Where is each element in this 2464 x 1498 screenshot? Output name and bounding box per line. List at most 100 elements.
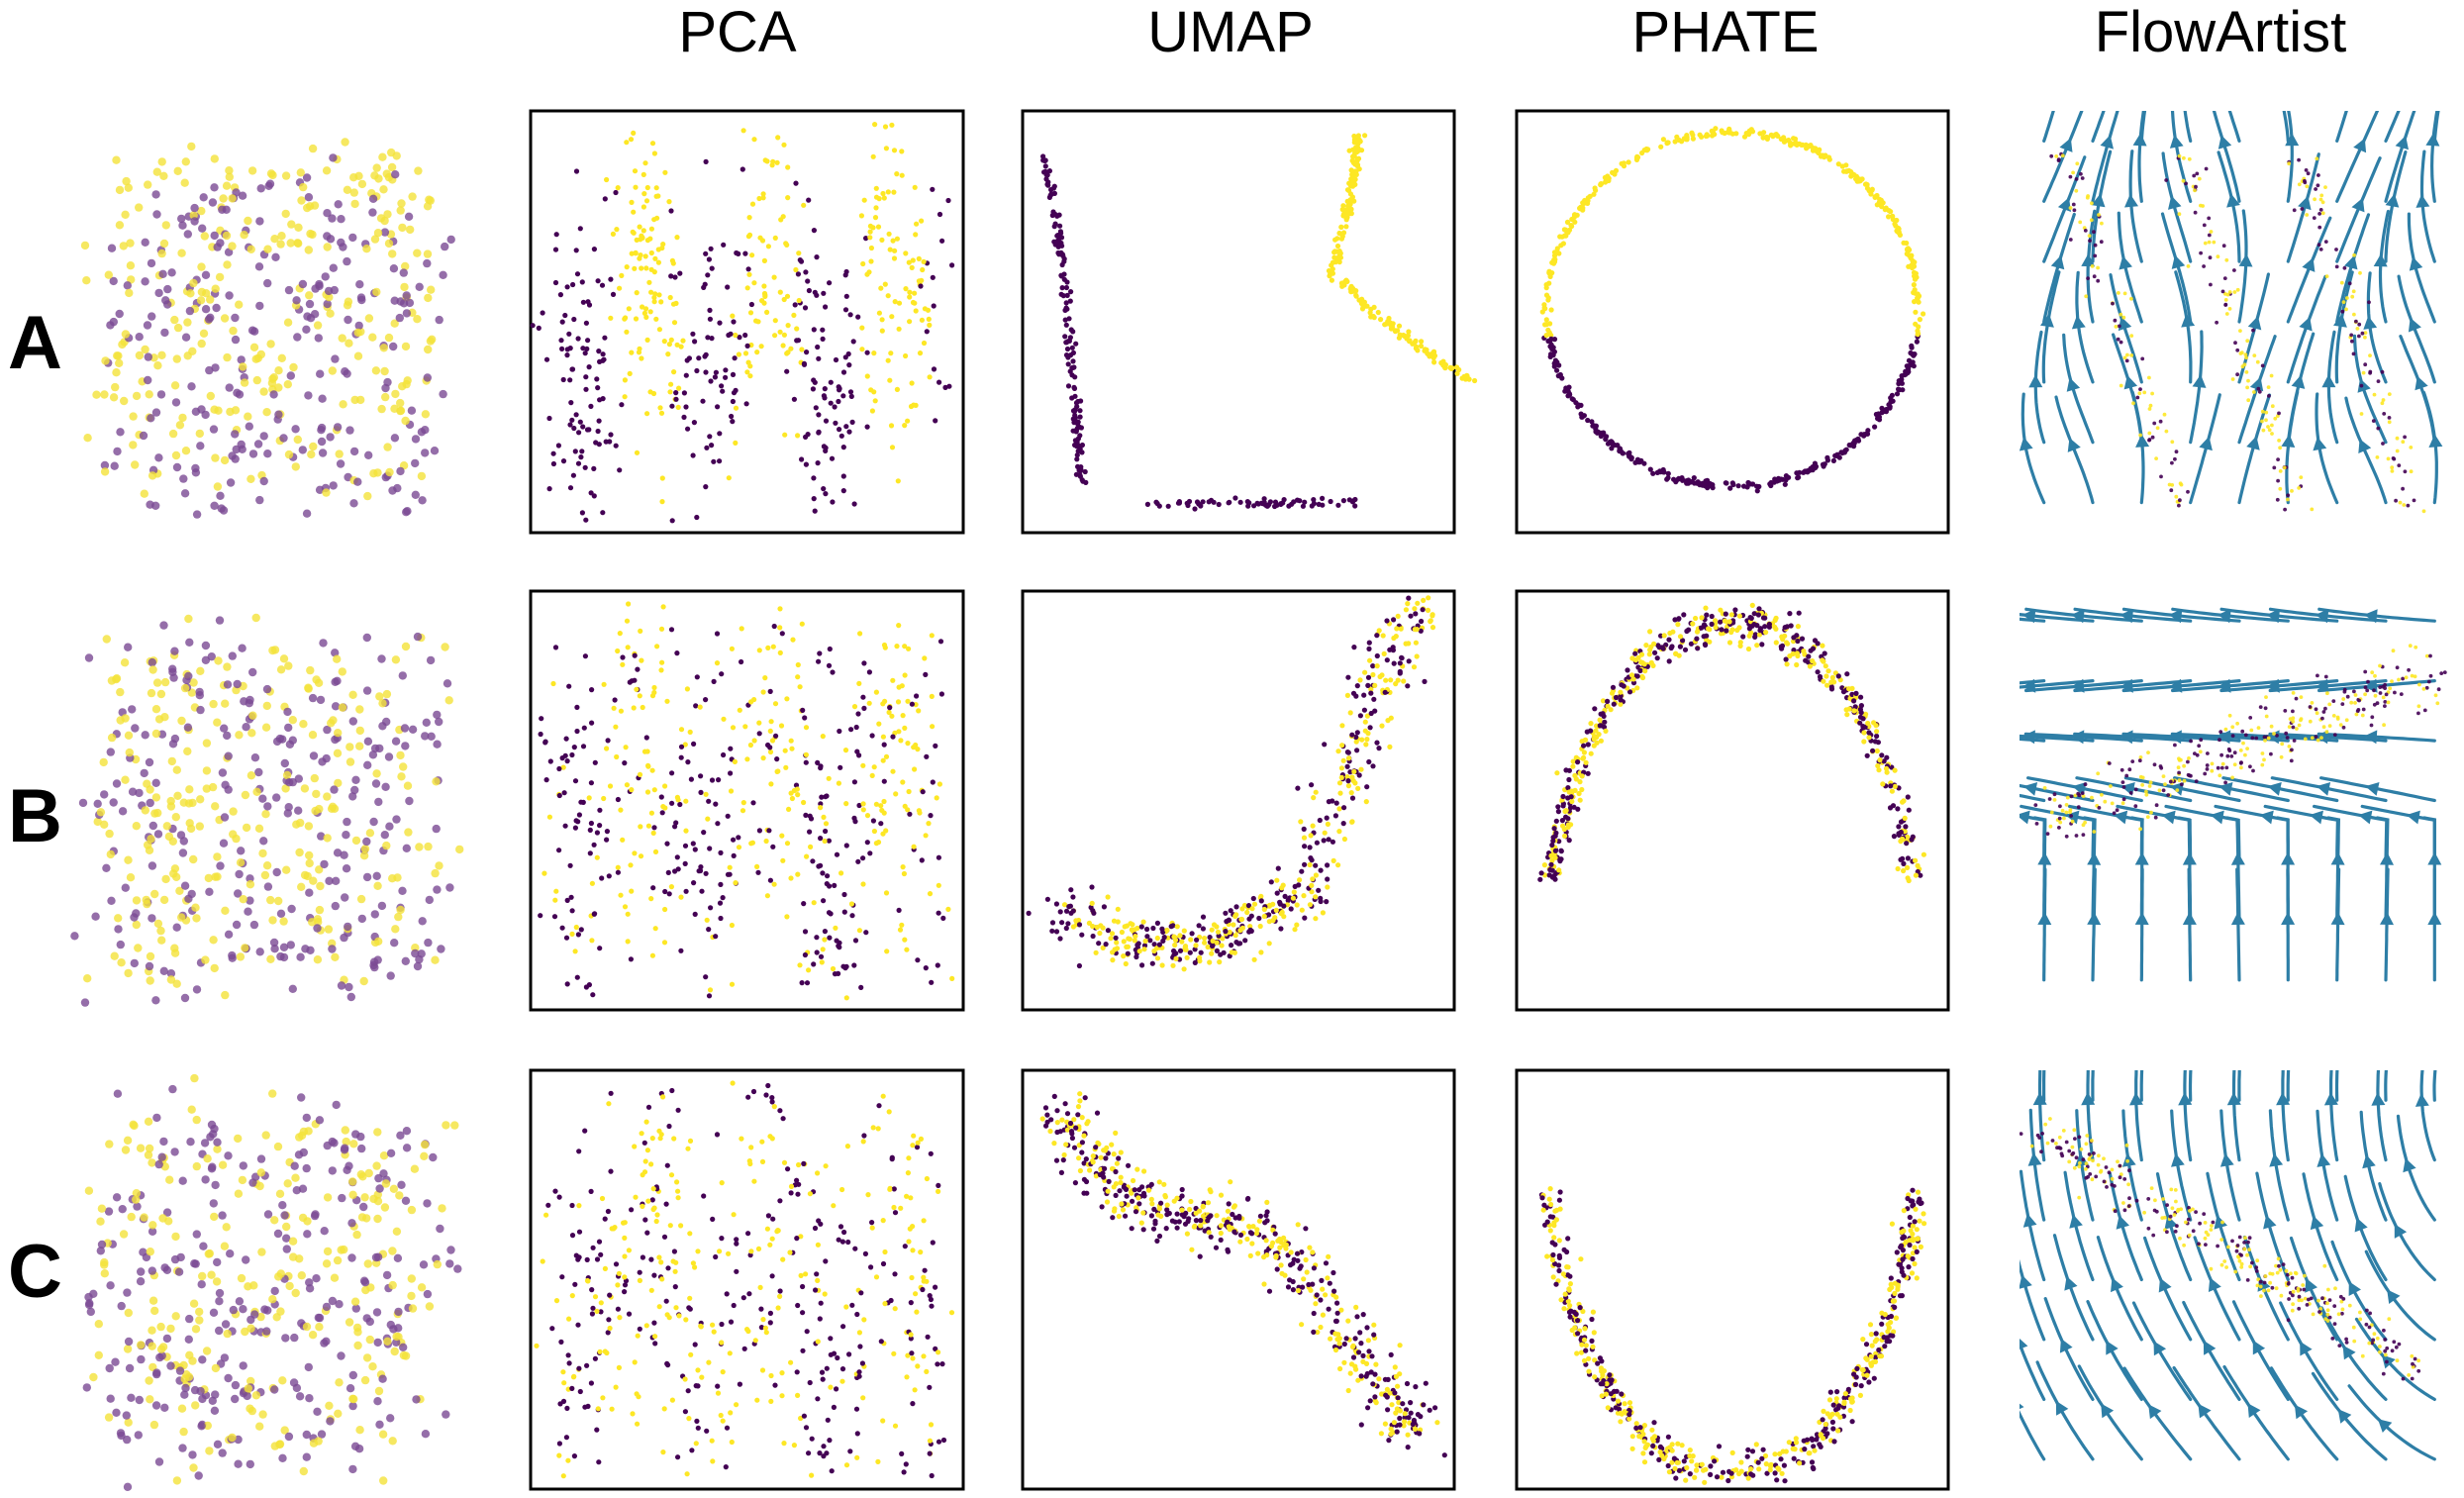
point-class-0 [743,401,749,407]
point-class-1 [872,398,878,404]
point-class-0 [1619,682,1625,688]
point-class-1 [282,865,291,874]
point-class-1 [2085,195,2090,200]
point-class-0 [1795,475,1801,481]
point-class-1 [335,449,344,458]
point-class-1 [2109,784,2113,788]
point-class-1 [371,366,381,375]
point-class-1 [359,851,369,860]
point-class-1 [1177,933,1183,939]
point-class-1 [2232,290,2237,294]
streamline-arrow [2425,133,2440,147]
point-class-0 [643,735,649,741]
point-class-0 [930,274,936,280]
point-class-0 [604,837,610,843]
point-class-0 [1794,470,1800,476]
point-class-0 [2088,239,2092,244]
point-class-0 [2159,474,2163,479]
point-class-0 [2314,735,2318,740]
point-class-1 [1580,207,1586,213]
streamline [2091,111,2119,203]
point-class-1 [648,250,654,256]
point-class-0 [681,414,687,420]
point-class-1 [1310,876,1316,882]
point-class-0 [2340,309,2345,314]
point-class-1 [413,249,422,257]
point-class-0 [725,284,731,290]
streamline [2020,617,2046,623]
point-class-1 [1336,230,1342,237]
point-class-0 [298,446,307,454]
point-class-1 [1799,142,1805,148]
point-class-0 [550,450,556,456]
point-class-1 [226,407,235,417]
point-class-1 [173,791,182,800]
point-class-1 [299,720,308,729]
point-class-0 [716,777,722,783]
point-class-0 [115,309,124,319]
point-class-0 [774,756,780,762]
point-class-1 [333,654,342,663]
point-class-1 [890,677,896,683]
point-class-1 [2264,695,2268,699]
point-class-1 [1699,615,1705,621]
point-class-1 [1108,936,1114,942]
point-class-0 [1071,384,1077,390]
point-class-1 [552,897,558,903]
point-class-1 [645,762,651,769]
point-class-1 [1843,168,1849,174]
point-class-0 [732,355,738,361]
point-class-0 [398,671,407,680]
point-class-1 [345,339,353,348]
point-class-1 [2246,398,2251,403]
point-class-0 [2232,268,2236,272]
point-class-1 [1658,144,1664,150]
point-class-0 [1058,230,1064,236]
point-class-0 [1057,936,1063,942]
point-class-0 [583,517,589,523]
point-class-1 [2235,721,2240,726]
point-class-1 [879,237,885,243]
point-class-0 [391,737,401,746]
point-class-1 [1086,920,1092,927]
point-class-1 [376,214,386,223]
point-class-1 [644,411,650,417]
point-class-0 [563,935,570,941]
point-class-1 [220,314,230,323]
point-class-0 [269,390,278,399]
point-class-1 [262,701,271,711]
point-class-0 [1783,473,1789,479]
point-class-0 [1560,793,1566,800]
point-class-0 [226,478,236,487]
point-class-1 [1733,131,1739,137]
point-class-0 [1787,611,1793,617]
point-class-1 [1581,749,1587,755]
point-class-0 [852,819,858,825]
point-class-1 [913,308,919,314]
streamline-arrow [2124,193,2138,208]
point-class-1 [382,841,391,850]
point-class-1 [751,738,757,744]
point-class-1 [1387,744,1393,750]
point-class-0 [589,720,595,726]
point-class-1 [895,699,902,705]
point-class-0 [1068,887,1074,893]
point-class-0 [219,839,229,848]
point-class-0 [2047,797,2052,801]
point-class-0 [246,896,254,905]
point-class-0 [718,915,724,922]
point-class-0 [574,728,580,735]
point-class-1 [749,840,756,846]
streamline [2086,209,2097,324]
point-class-1 [399,762,408,771]
point-class-1 [2262,757,2266,762]
point-class-0 [1061,255,1067,262]
point-class-0 [2124,773,2129,778]
point-class-0 [377,901,387,911]
point-class-1 [1179,939,1185,945]
point-class-1 [351,836,361,846]
point-class-1 [1429,625,1436,631]
point-class-1 [177,249,186,257]
point-class-1 [921,258,927,264]
point-class-0 [770,844,776,849]
